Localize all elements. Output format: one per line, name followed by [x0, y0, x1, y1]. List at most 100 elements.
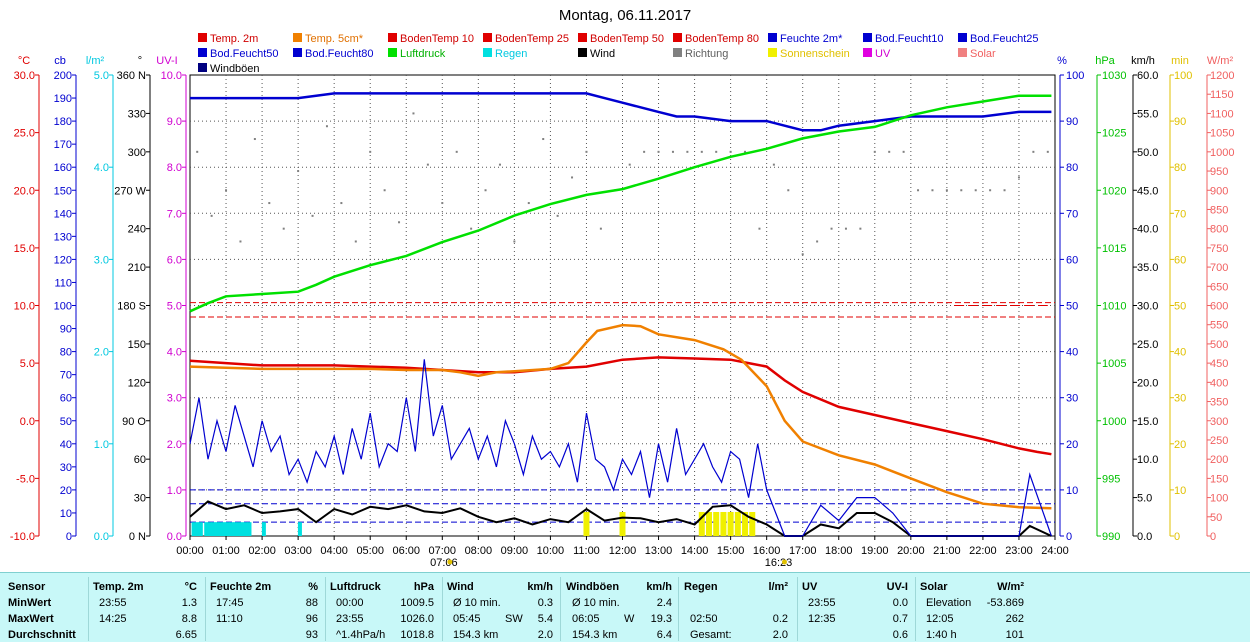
direction-point	[556, 214, 559, 217]
x-tick-label: 11:00	[573, 545, 600, 557]
legend-swatch	[768, 48, 777, 57]
axis-tick-label-direction: 0 N	[129, 531, 146, 543]
legend-swatch	[578, 33, 587, 42]
stats-value: -53.869	[986, 597, 1024, 609]
direction-point	[686, 150, 689, 153]
x-tick-label: 21:00	[933, 545, 961, 557]
direction-point	[1032, 150, 1035, 153]
axis-tick-label-wind: 30.0	[1137, 301, 1158, 313]
axis-tick-label-cb: 190	[54, 93, 72, 105]
axis-tick-label-sun: 80	[1174, 162, 1186, 174]
axis-tick-label-cb: 110	[54, 277, 72, 289]
axis-tick-label-uv: 6.0	[167, 254, 182, 266]
axis-tick-label-solar: 1050	[1210, 128, 1234, 140]
sunshine-bar	[720, 512, 727, 536]
stats-value: 0.3	[537, 597, 553, 609]
direction-point	[311, 214, 314, 217]
rain-bar	[211, 522, 216, 536]
axis-tick-label-pressure: 1015	[1102, 243, 1126, 255]
sunshine-bar	[619, 512, 626, 536]
direction-point	[253, 138, 256, 141]
chart-title: Montag, 06.11.2017	[559, 7, 691, 24]
stats-time: 154.3 km	[453, 629, 499, 641]
stats-unit-uv: UV-I	[886, 581, 908, 593]
legend-label: Wind	[590, 48, 615, 60]
axis-tick-label-cb: 10	[60, 508, 72, 520]
sunshine-bar	[734, 512, 741, 536]
stats-unit-wind: km/h	[527, 581, 553, 593]
stats-header-sensor: Sensor	[8, 581, 46, 593]
stats-time: 23:55	[808, 597, 836, 609]
x-tick-label: 24:00	[1041, 545, 1069, 557]
rain-bar	[218, 522, 223, 536]
axis-tick-label-uv: 10.0	[161, 70, 182, 82]
rain-bar	[243, 522, 248, 536]
stats-header-wind: Wind	[447, 581, 474, 593]
axis-tick-label-solar: 600	[1210, 301, 1228, 313]
stats-value: 88	[305, 597, 318, 609]
axis-tick-label-cb: 150	[54, 185, 72, 197]
direction-point	[498, 163, 501, 166]
legend-label: Windböen	[210, 63, 260, 75]
legend-label: Feuchte 2m*	[780, 33, 843, 45]
direction-point	[801, 253, 804, 256]
axis-tick-label-cb: 130	[54, 231, 72, 243]
rain-bar	[195, 522, 200, 536]
legend-label: BodenTemp 25	[495, 33, 569, 45]
axis-unit-direction: °	[138, 55, 142, 67]
direction-point	[441, 202, 444, 205]
axis-tick-label-sun: 90	[1174, 116, 1186, 128]
axis-tick-label-direction: 60	[134, 454, 146, 466]
sunset-icon	[781, 559, 787, 565]
axis-tick-label-cb: 60	[60, 393, 72, 405]
axis-tick-label-sun: 0	[1174, 531, 1180, 543]
axis-tick-label-uv: 2.0	[167, 439, 182, 451]
x-tick-label: 14:00	[681, 545, 709, 557]
stats-value: 0.6	[892, 629, 908, 641]
stats-time: 02:50	[690, 613, 718, 625]
stats-row-label: MaxWert	[8, 613, 54, 625]
series-temp-2m	[189, 356, 1052, 456]
axis-tick-label-wind: 25.0	[1137, 339, 1158, 351]
stats-header-uv: UV	[802, 581, 818, 593]
stats-unit-feuchte-2m: %	[308, 581, 318, 593]
direction-point	[571, 176, 574, 179]
axis-tick-label-cb: 0	[66, 531, 72, 543]
axis-tick-label-humidity: 20	[1066, 439, 1078, 451]
direction-point	[931, 189, 934, 192]
series-luftdruck	[189, 94, 1052, 313]
axis-unit-pressure: hPa	[1095, 55, 1115, 67]
axis-tick-label-uv: 9.0	[167, 116, 182, 128]
direction-point	[700, 150, 703, 153]
axis-tick-label-temp: -10.0	[10, 531, 35, 543]
axis-tick-label-temp: 0.0	[20, 416, 35, 428]
axis-tick-label-solar: 850	[1210, 204, 1228, 216]
stats-unit-luftdruck: hPa	[413, 581, 434, 593]
axis-tick-label-cb: 160	[54, 162, 72, 174]
legend-label: BodenTemp 50	[590, 33, 664, 45]
stats-value: 0.7	[892, 613, 908, 625]
stats-value: 1009.5	[400, 597, 434, 609]
axis-tick-label-solar: 200	[1210, 454, 1228, 466]
rain-bar	[207, 522, 212, 536]
direction-point	[830, 227, 833, 230]
axis-tick-label-pressure: 1000	[1102, 416, 1126, 428]
axis-tick-label-rain: 2.0	[94, 347, 109, 359]
stats-value: 6.65	[175, 629, 197, 641]
series-temp-5cm-	[189, 323, 1052, 510]
stats-panel: Sensor MinWert MaxWert Durchschnitt Temp. 2m…	[0, 572, 1250, 642]
axis-tick-label-solar: 350	[1210, 397, 1228, 409]
stats-header-luftdruck: Luftdruck	[330, 581, 381, 593]
axis-tick-label-direction: 30	[134, 493, 146, 505]
stats-separator	[325, 577, 326, 641]
direction-point	[859, 227, 862, 230]
axis-tick-label-uv: 1.0	[167, 485, 182, 497]
direction-point	[657, 150, 660, 153]
axis-tick-label-direction: 270 W	[114, 185, 146, 197]
axis-tick-label-cb: 50	[60, 416, 72, 428]
sunrise-label: 07:06	[430, 557, 458, 569]
legend-swatch	[863, 33, 872, 42]
stats-value: 1.3	[181, 597, 197, 609]
axis-tick-label-humidity: 60	[1066, 254, 1078, 266]
direction-point	[585, 150, 588, 153]
